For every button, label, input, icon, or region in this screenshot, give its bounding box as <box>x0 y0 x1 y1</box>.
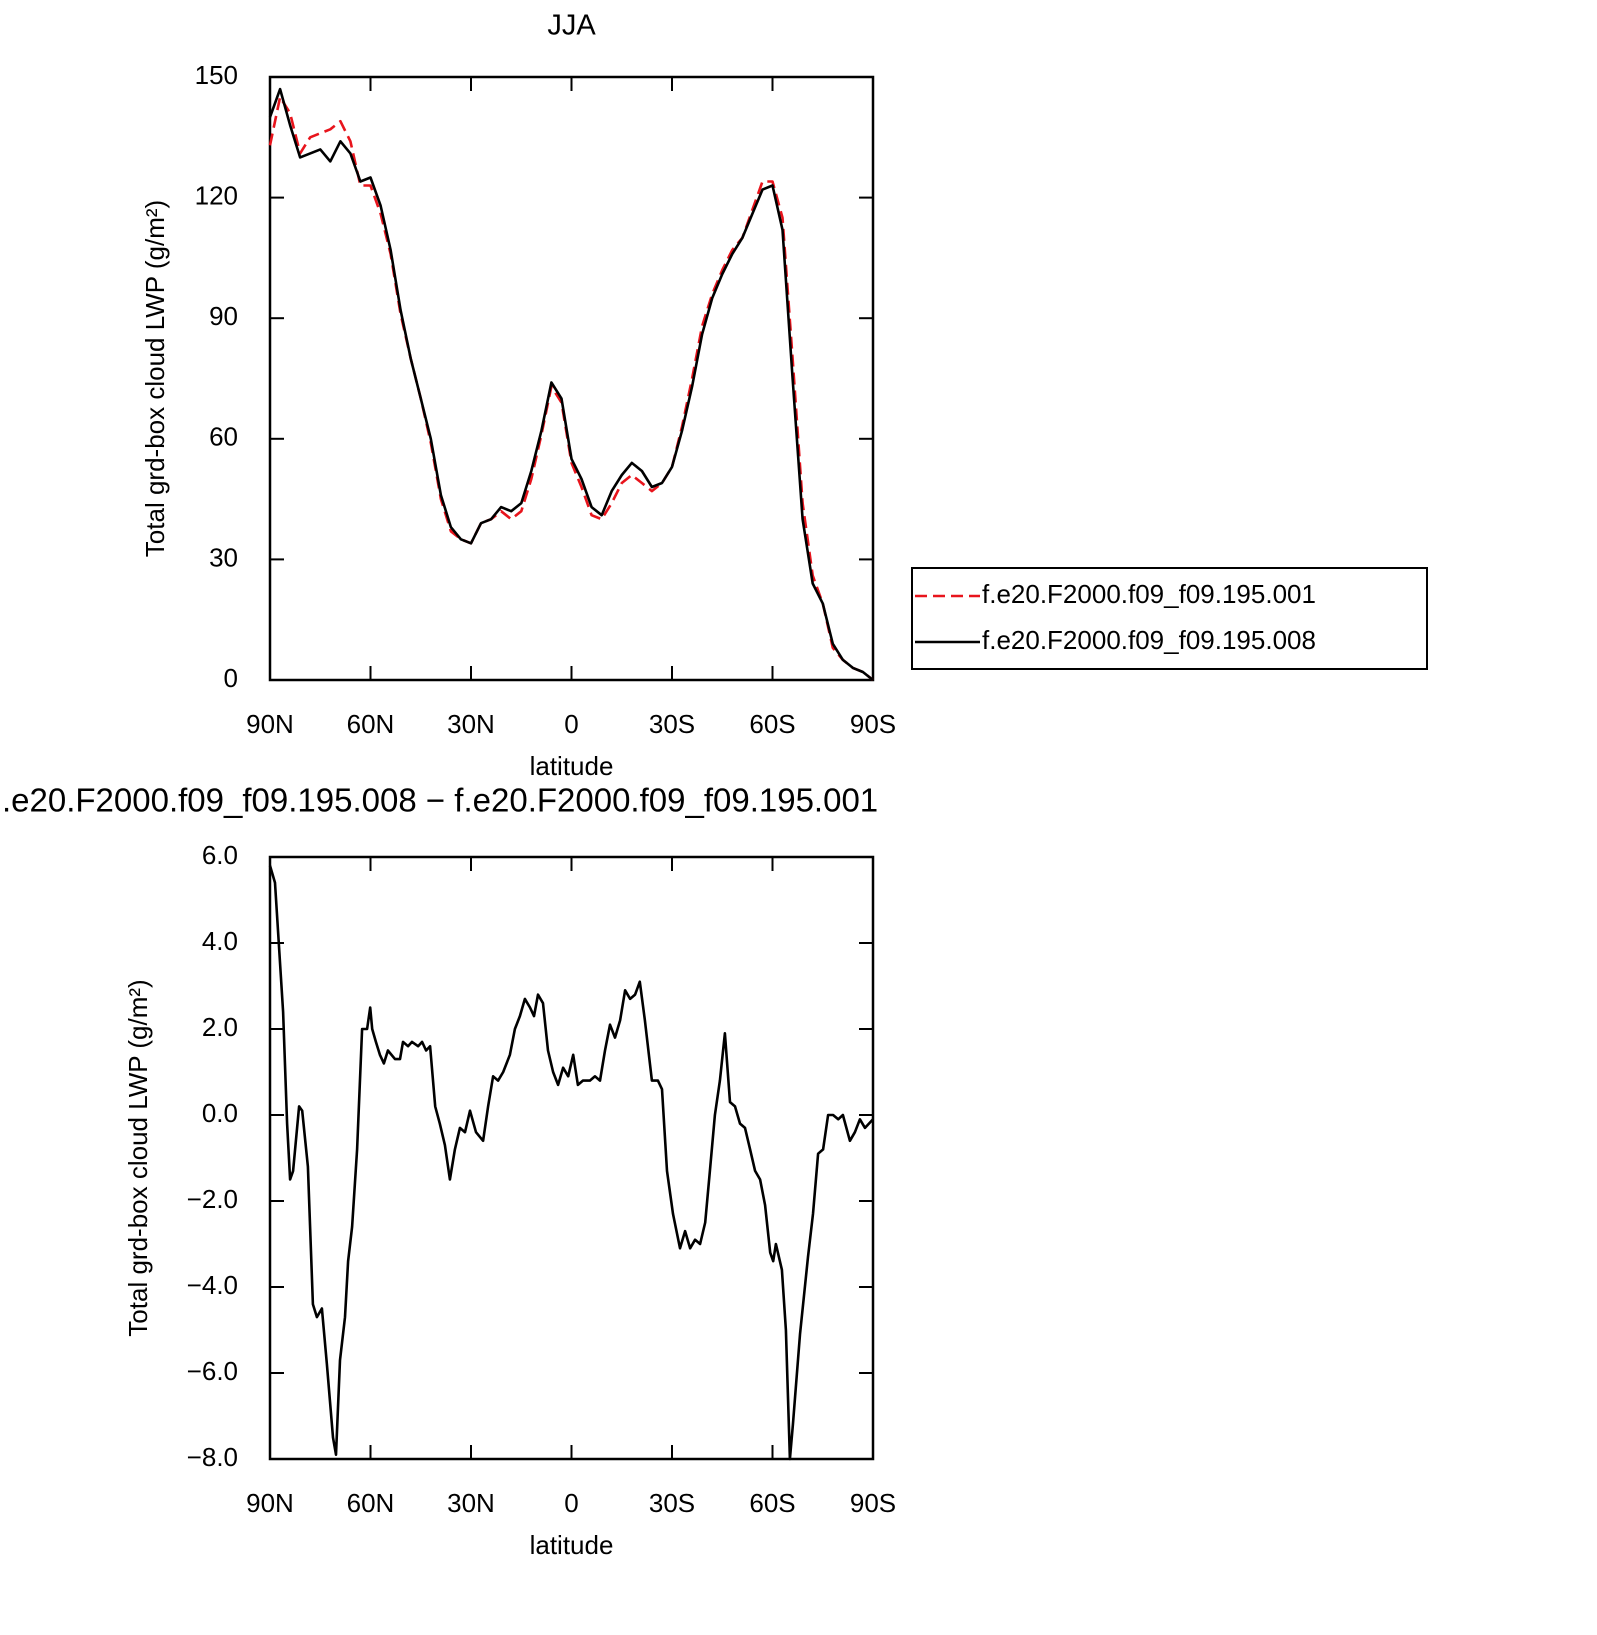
x-tick-label: 0 <box>564 709 578 739</box>
y-tick-label: 2.0 <box>202 1012 238 1042</box>
x-axis-label: latitude <box>530 1530 614 1560</box>
x-tick-label: 0 <box>564 1488 578 1518</box>
x-tick-label: 60S <box>749 1488 795 1518</box>
y-axis-label: Total grd-box cloud LWP (g/m²) <box>140 200 170 557</box>
plot-frame <box>268 75 875 682</box>
legend-label: f.e20.F2000.f09_f09.195.008 <box>982 625 1316 655</box>
data-line <box>268 95 874 682</box>
chart-title: .e20.F2000.f09_f09.195.008 − f.e20.F2000… <box>2 782 878 819</box>
x-tick-label: 90N <box>246 1488 294 1518</box>
plot-frame <box>268 855 875 1461</box>
legend-box <box>911 567 1428 670</box>
x-tick-label: 30S <box>649 1488 695 1518</box>
x-tick-label: 60N <box>347 1488 395 1518</box>
y-tick-label: 0 <box>224 663 238 693</box>
chart-title: JJA <box>547 10 596 42</box>
x-tick-label: 30S <box>649 709 695 739</box>
legend-label: f.e20.F2000.f09_f09.195.001 <box>982 579 1316 609</box>
y-tick-label: 30 <box>209 542 238 572</box>
y-tick-label: 90 <box>209 301 238 331</box>
y-tick-label: 6.0 <box>202 840 238 870</box>
y-tick-label: 0.0 <box>202 1098 238 1128</box>
y-tick-label: 60 <box>209 422 238 452</box>
x-tick-label: 60N <box>347 709 395 739</box>
data-line <box>268 865 874 1461</box>
y-tick-label: −8.0 <box>187 1442 238 1472</box>
y-axis-label: Total grd-box cloud LWP (g/m²) <box>123 979 153 1336</box>
x-tick-label: 90N <box>246 709 294 739</box>
y-tick-label: −4.0 <box>187 1270 238 1300</box>
y-tick-label: −2.0 <box>187 1184 238 1214</box>
x-tick-label: 30N <box>447 1488 495 1518</box>
x-tick-label: 60S <box>749 709 795 739</box>
y-tick-label: −6.0 <box>187 1356 238 1386</box>
x-axis-label: latitude <box>530 751 614 781</box>
y-tick-label: 120 <box>195 180 238 210</box>
y-tick-label: 150 <box>195 60 238 90</box>
x-tick-label: 90S <box>850 1488 896 1518</box>
x-tick-label: 90S <box>850 709 896 739</box>
data-line <box>268 87 874 682</box>
y-tick-label: 4.0 <box>202 926 238 956</box>
x-tick-label: 30N <box>447 709 495 739</box>
